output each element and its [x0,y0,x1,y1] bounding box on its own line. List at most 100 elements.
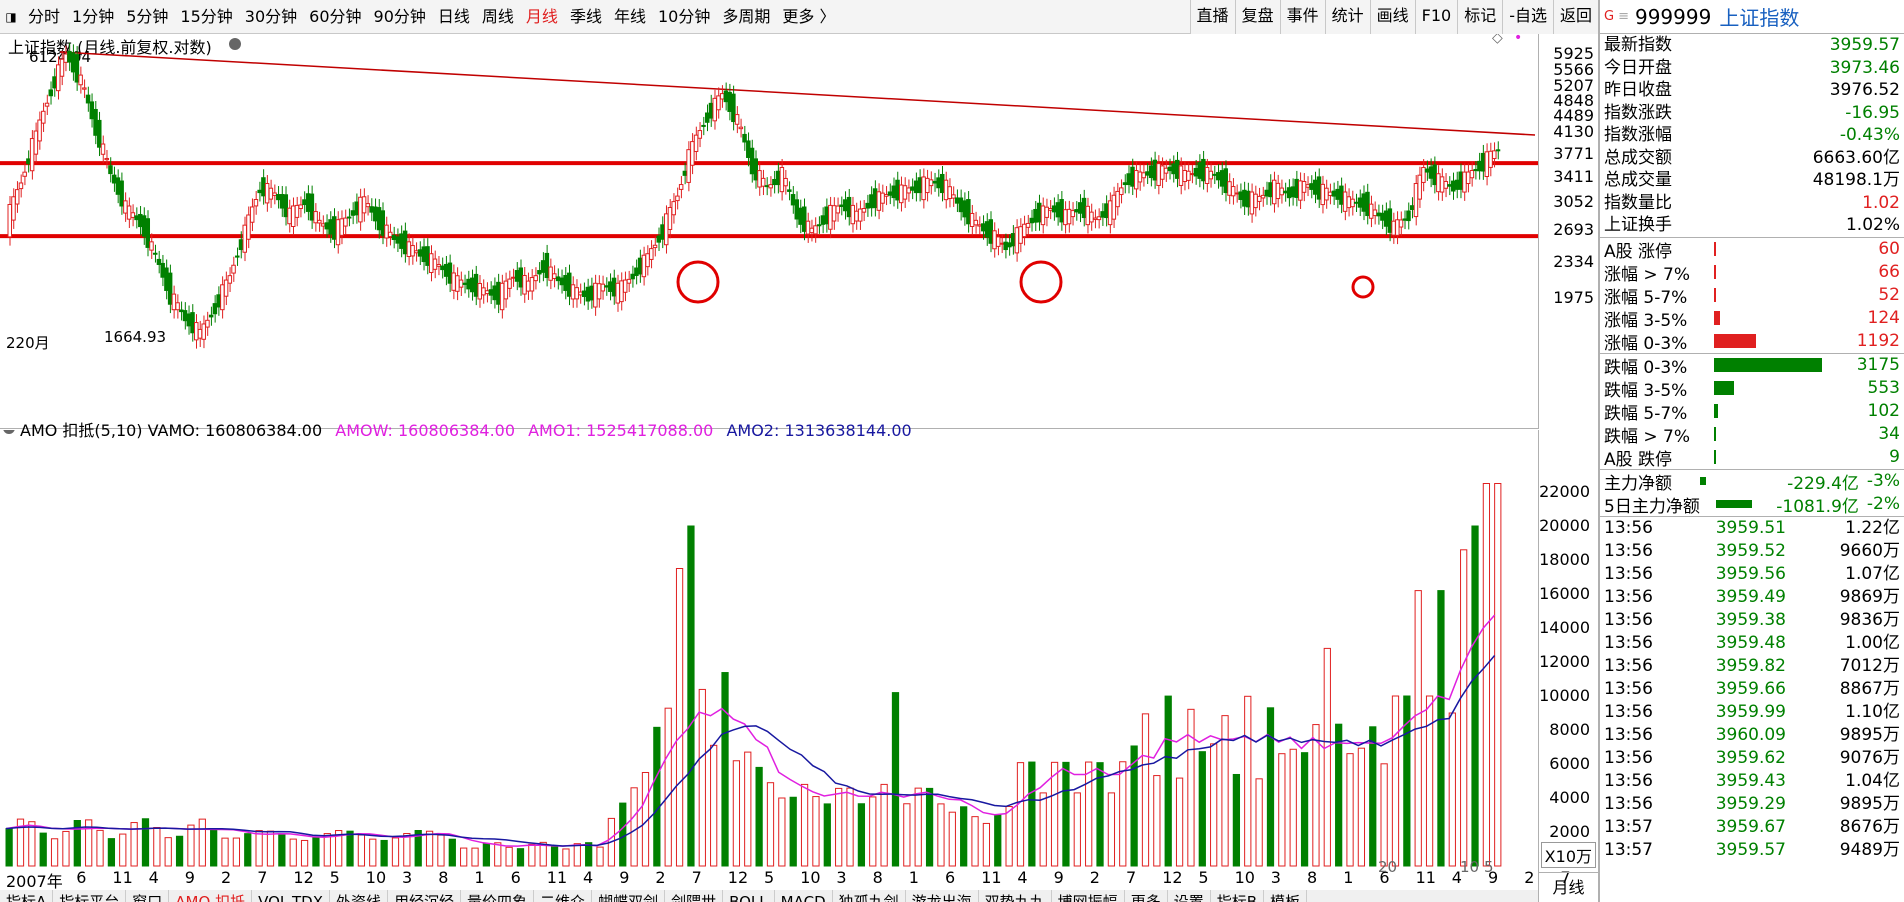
indicator-tab[interactable]: 量价四象 [461,890,535,902]
amo-bar [1107,792,1116,867]
indicator-tab[interactable]: 博网振幅 [1052,890,1125,902]
indicator-tab[interactable]: 二维众 [534,890,593,902]
panel-toggle-icon[interactable]: ◨ [5,9,17,24]
function-tab[interactable]: -自选 [1502,0,1553,34]
period-tab[interactable]: 更多 〉 [782,6,836,26]
price-chart[interactable]: 上证指数 (月线.前复权.对数) 6124.04 1664.93 220月 ◇ … [0,30,1538,429]
indicator-tab[interactable]: 游龙出海 [906,890,979,902]
candle-body [138,213,143,228]
candle-body [276,194,281,201]
function-tab[interactable]: 返回 [1552,0,1598,34]
amo-bar [903,803,911,867]
candle-body [511,276,516,279]
candle-body [440,265,445,271]
period-tab[interactable]: 90分钟 [373,6,426,26]
period-tab[interactable]: 60分钟 [309,6,362,26]
indicator-tab[interactable]: 用经沉经 [388,890,462,902]
amo-chart[interactable]: AMO 扣抵(5,10) VAMO: 160806384.00 AMOW: 16… [0,421,1538,872]
indicator-tab[interactable]: 指标A [0,890,54,902]
indicator-tab[interactable]: 剑隈世 [665,890,724,902]
period-tab[interactable]: 10分钟 [657,6,711,26]
candle-body [760,177,766,187]
time-tick: 6 [945,868,956,887]
period-tab[interactable]: 月线 [525,6,558,26]
candle-body [223,279,229,297]
amo-bar [1289,748,1297,867]
function-tab[interactable]: 画线 [1369,0,1415,34]
diamond-icon[interactable]: ◇ [1492,30,1503,46]
function-tab[interactable]: 统计 [1324,0,1370,34]
price-axis: 5925 5566 5207 4848 4489 4130 3771 3411 3052 2693… [1538,34,1598,429]
menu-icon[interactable]: ≡ [1618,9,1629,24]
candle-body [324,222,330,230]
advance-row: 涨幅 5-7% 52 [1600,284,1904,308]
candle-body [428,253,434,273]
candle-body [317,219,322,224]
fund-value: -1081.9亿 [1776,496,1859,517]
period-tab[interactable]: 季线 [569,6,602,26]
candle-body [757,170,762,188]
advance-row: 涨幅 3-5% 124 [1600,307,1904,331]
indicator-tab[interactable]: BOLL [723,890,775,902]
function-tab[interactable]: 直播 [1189,0,1235,34]
function-tab[interactable]: 复盘 [1234,0,1280,34]
support-circle [676,260,720,304]
indicator-tab[interactable]: 双势九九 [979,890,1052,902]
candle-body [1417,174,1422,200]
function-tab[interactable]: F10 [1414,0,1458,34]
candle-body [693,134,699,152]
trend-line [59,51,1536,136]
candle-body [249,206,255,223]
candle-body [97,119,102,148]
amo-tick: 10000 [1539,686,1590,705]
period-tab[interactable]: 分时 [28,6,61,26]
amo-bar [232,837,241,867]
amo-bar [1050,761,1059,867]
indicator-tab[interactable]: 蝴蝶双剑 [592,890,666,902]
period-tab[interactable]: 30分钟 [244,6,298,26]
function-tab[interactable]: 标记 [1457,0,1503,34]
period-tab[interactable]: 年线 [613,6,646,26]
indicator-tab[interactable]: 指标B [1211,890,1265,902]
indicator-tab[interactable]: VOL-TDX [252,890,330,902]
period-tab[interactable]: 多周期 [722,6,771,26]
amo-settings-icon[interactable] [3,422,15,434]
amo-bar [857,803,866,867]
candle-body [649,248,654,260]
indicator-tab[interactable]: 独孤九剑 [833,890,906,902]
period-tab[interactable]: 5分钟 [126,6,169,26]
indicator-tab[interactable]: 模板 [1264,890,1308,902]
indicator-tab[interactable]: 更多 [1125,890,1168,902]
indicator-tab[interactable]: 窗口 [126,890,170,902]
indicator-tab[interactable]: MACD [775,890,833,902]
tick-row: 13:56 3959.43 1.04亿 [1600,770,1904,793]
candle-body [772,178,777,186]
candle-body [1074,209,1079,213]
period-tab[interactable]: 15分钟 [180,6,233,26]
period-tab[interactable]: 日线 [437,6,470,26]
candle-body [1100,211,1105,218]
indicator-tab[interactable]: 设置 [1168,890,1211,902]
indicator-tab[interactable]: AMO 扣抵 [169,890,253,902]
candle-body [119,180,124,207]
tick-time: 13:56 [1604,540,1653,561]
period-tab[interactable]: 周线 [481,6,514,26]
tick-volume: 1.22亿 [1845,517,1900,538]
price-tick: 1975 [1553,288,1594,307]
candle-body [850,204,855,225]
indicator-tab[interactable]: 外资线 [330,890,389,902]
price-tick: 3411 [1553,167,1594,186]
period-tab[interactable]: 1分钟 [72,6,115,26]
candle-body [1141,172,1146,179]
candle-body [432,258,438,270]
decline-label: A股 跌停 [1604,449,1673,470]
indicator-tab[interactable]: 指标平台 [53,890,127,902]
function-tab[interactable]: 事件 [1279,0,1325,34]
chart-settings-icon[interactable] [229,38,241,50]
g-icon: G [1604,9,1615,24]
decline-label: 跌幅 > 7% [1604,426,1691,447]
advance-bar [1714,311,1720,325]
candle-body [212,303,218,315]
amo-bar [1482,483,1491,867]
tick-list[interactable]: 13:56 3959.51 1.22亿 13:56 3959.52 9660万 13:56 3… [1600,515,1904,862]
